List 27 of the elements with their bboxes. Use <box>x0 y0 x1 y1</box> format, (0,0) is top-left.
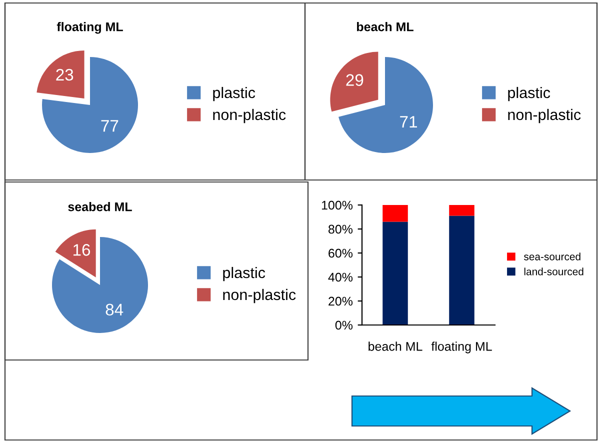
y-tick-label: 80% <box>328 224 353 234</box>
chart-title: floating ML <box>56 22 123 34</box>
y-tick-label: 60% <box>328 248 353 258</box>
chart-title: beach ML <box>357 22 414 32</box>
legend-label: land-sourced <box>524 268 584 276</box>
bar <box>382 222 408 325</box>
bar <box>382 205 408 222</box>
y-tick-label: 40% <box>328 272 353 282</box>
data-label: 29 <box>346 74 364 86</box>
legend-label: plastic <box>508 86 550 102</box>
data-label: 23 <box>56 68 74 81</box>
y-tick-label: 100% <box>322 200 353 210</box>
data-label: 77 <box>101 120 118 132</box>
y-tick-label: 0% <box>335 320 353 330</box>
legend-label: plastic <box>223 266 266 282</box>
data-label: 16 <box>74 244 90 256</box>
legend-label: non-plastic <box>213 108 286 124</box>
legend-label: plastic <box>213 86 256 102</box>
legend-label: non-plastic <box>223 288 296 304</box>
legend-label: sea-sourced <box>524 252 580 260</box>
legend-label: non-plastic <box>508 108 581 124</box>
y-tick-label: 20% <box>328 296 353 306</box>
data-label: 84 <box>106 304 124 316</box>
data-label: 71 <box>400 116 417 128</box>
bar <box>449 205 474 216</box>
bar <box>449 216 474 325</box>
chart-title: seabed ML <box>68 202 132 212</box>
